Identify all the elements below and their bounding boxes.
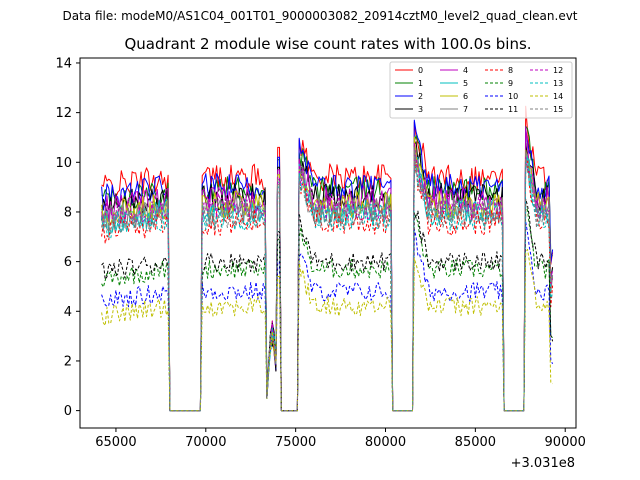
plot-area: 65000 70000 75000 80000 85000 90000 024681012… [55,56,585,471]
x-offset-label: +3.031e8 [511,456,575,471]
legend-label-0: 0 [418,66,423,75]
y-tick-label: 2 [64,354,72,369]
y-tick-label: 6 [64,255,72,270]
legend-label-9: 9 [508,79,513,88]
axes-frame [79,57,577,429]
legend-label-13: 13 [553,79,563,88]
x-tick-label: 75000 [275,435,316,450]
x-tick-label: 65000 [95,435,136,450]
legend-label-7: 7 [463,105,468,114]
legend-label-10: 10 [508,92,518,101]
legend-label-2: 2 [418,92,423,101]
x-tick-label: 90000 [545,435,586,450]
x-tick-label: 70000 [185,435,226,450]
legend-label-3: 3 [418,105,423,114]
series-line-14 [101,248,553,412]
legend-label-5: 5 [463,79,468,88]
x-axis: 65000 70000 75000 80000 85000 90000 [95,428,586,450]
x-tick-label: 85000 [455,435,496,450]
y-tick-label: 0 [64,404,72,419]
y-tick-label: 4 [64,305,72,320]
legend-label-11: 11 [508,105,518,114]
legend-label-15: 15 [553,105,563,114]
y-axis: 0 2 4 6 8 10 12 14 [55,56,80,419]
legend-label-12: 12 [553,66,563,75]
legend-label-1: 1 [418,79,423,88]
y-tick-label: 8 [64,205,72,220]
series-line-11 [101,198,554,412]
legend-label-8: 8 [508,66,513,75]
series-line-10 [101,221,554,412]
series-line-15 [101,146,554,412]
x-tick-label: 80000 [365,435,406,450]
suptitle: Data file: modeM0/AS1C04_001T01_90000030… [62,9,577,23]
legend-box [389,61,573,119]
legend-label-4: 4 [463,66,468,75]
y-tick-label: 14 [55,56,72,71]
series-layer [101,105,554,412]
legend-label-14: 14 [553,92,563,101]
y-tick-label: 10 [55,156,72,171]
y-tick-label: 12 [55,106,72,121]
chart-title: Quadrant 2 module wise count rates with … [124,35,531,53]
legend-label-6: 6 [463,92,468,101]
